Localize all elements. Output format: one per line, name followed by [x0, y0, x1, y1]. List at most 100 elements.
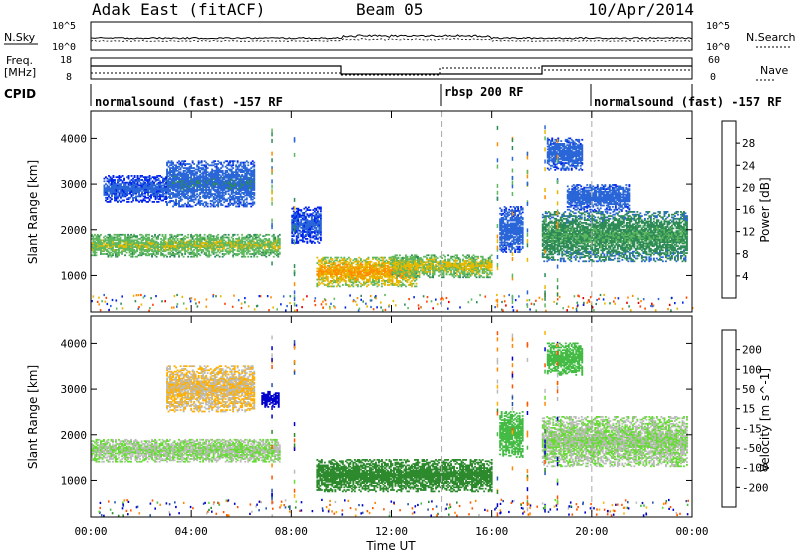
data-cell [193, 186, 196, 189]
data-cell [241, 186, 244, 189]
data-cell [214, 249, 217, 251]
data-cell [363, 266, 365, 269]
data-cell [161, 243, 164, 246]
data-cell [136, 183, 139, 185]
data-cell [215, 186, 218, 189]
data-cell [334, 266, 337, 269]
data-cell [236, 240, 239, 243]
data-cell [166, 172, 168, 175]
data-cell [244, 176, 247, 179]
data-cell [147, 194, 149, 196]
data-cell [194, 182, 197, 185]
data-cell [347, 277, 350, 280]
data-cell [378, 258, 380, 260]
data-cell [316, 284, 319, 286]
data-cell [118, 183, 121, 185]
data-cell [303, 218, 306, 221]
data-cell [298, 239, 301, 242]
data-cell [230, 165, 233, 168]
data-cell [94, 240, 96, 243]
data-cell [248, 187, 251, 190]
data-cell [391, 282, 394, 285]
data-cell [193, 172, 196, 175]
data-cell [170, 233, 173, 236]
data-cell [202, 250, 205, 253]
data-cell [248, 202, 251, 205]
data-cell [199, 191, 202, 194]
data-cell [247, 178, 250, 180]
data-cell [103, 240, 105, 243]
data-cell [411, 273, 413, 276]
data-cell [209, 172, 212, 175]
data-cell [125, 247, 128, 250]
data-cell [217, 185, 220, 187]
data-cell [208, 197, 211, 200]
data-cell [402, 277, 404, 280]
data-cell [347, 280, 350, 282]
data-cell [250, 179, 253, 182]
data-cell [212, 240, 215, 243]
data-cell [144, 190, 146, 192]
data-cell [95, 243, 98, 246]
data-cell [331, 266, 334, 269]
data-cell [142, 198, 145, 201]
data-cell [142, 238, 144, 240]
data-cell [139, 175, 142, 177]
data-cell [318, 236, 321, 239]
cpid-label: CPID [4, 87, 36, 101]
data-cell [387, 264, 389, 267]
data-cell [408, 261, 410, 264]
data-cell [238, 250, 241, 253]
data-cell [310, 228, 313, 231]
data-cell [334, 270, 337, 273]
data-cell [109, 176, 112, 179]
data-cell [169, 247, 171, 250]
data-cell [212, 189, 215, 191]
data-cell [224, 250, 227, 253]
data-cell [391, 259, 394, 262]
data-cell [211, 179, 214, 182]
data-cell [265, 251, 268, 254]
data-cell [220, 176, 223, 179]
data-cell [323, 271, 326, 274]
data-cell [337, 256, 340, 259]
data-cell [212, 198, 215, 201]
data-cell [154, 185, 157, 188]
data-cell [313, 232, 316, 235]
data-cell [265, 239, 268, 242]
data-cell [173, 244, 176, 247]
data-cell [107, 233, 110, 236]
data-cell [394, 272, 397, 275]
data-cell [367, 256, 370, 259]
data-cell [121, 239, 123, 242]
data-cell [394, 259, 397, 262]
data-cell [251, 244, 254, 247]
data-cell [358, 264, 361, 267]
data-cell [262, 240, 265, 243]
data-cell [411, 264, 413, 266]
data-cell [291, 214, 294, 217]
data-cell [205, 201, 208, 204]
data-cell [346, 269, 349, 271]
data-cell [121, 191, 124, 194]
data-cell [104, 238, 107, 240]
data-cell [208, 240, 211, 243]
data-cell [108, 190, 110, 192]
data-cell [247, 180, 250, 183]
data-cell [323, 266, 326, 269]
data-cell [138, 180, 140, 183]
data-cell [306, 240, 309, 243]
data-cell [242, 180, 245, 183]
data-cell [223, 175, 226, 178]
data-cell [229, 204, 232, 206]
data-cell [415, 255, 418, 258]
data-cell [259, 244, 262, 247]
data-cell [301, 212, 304, 214]
data-cell [214, 186, 217, 189]
data-cell [147, 196, 149, 199]
data-cell [218, 180, 221, 183]
data-cell [181, 190, 184, 193]
data-cell [224, 191, 227, 194]
data-cell [182, 249, 185, 251]
data-cell [309, 233, 312, 236]
